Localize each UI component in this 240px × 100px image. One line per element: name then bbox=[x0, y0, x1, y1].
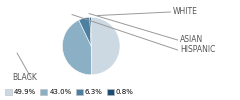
Legend: 49.9%, 43.0%, 6.3%, 0.8%: 49.9%, 43.0%, 6.3%, 0.8% bbox=[3, 88, 135, 96]
Wedge shape bbox=[79, 17, 91, 46]
Wedge shape bbox=[90, 17, 91, 46]
Text: BLACK: BLACK bbox=[12, 74, 37, 82]
Wedge shape bbox=[91, 17, 120, 75]
Text: WHITE: WHITE bbox=[173, 8, 198, 16]
Text: HISPANIC: HISPANIC bbox=[180, 46, 215, 54]
Text: ASIAN: ASIAN bbox=[180, 36, 203, 44]
Wedge shape bbox=[62, 20, 91, 75]
